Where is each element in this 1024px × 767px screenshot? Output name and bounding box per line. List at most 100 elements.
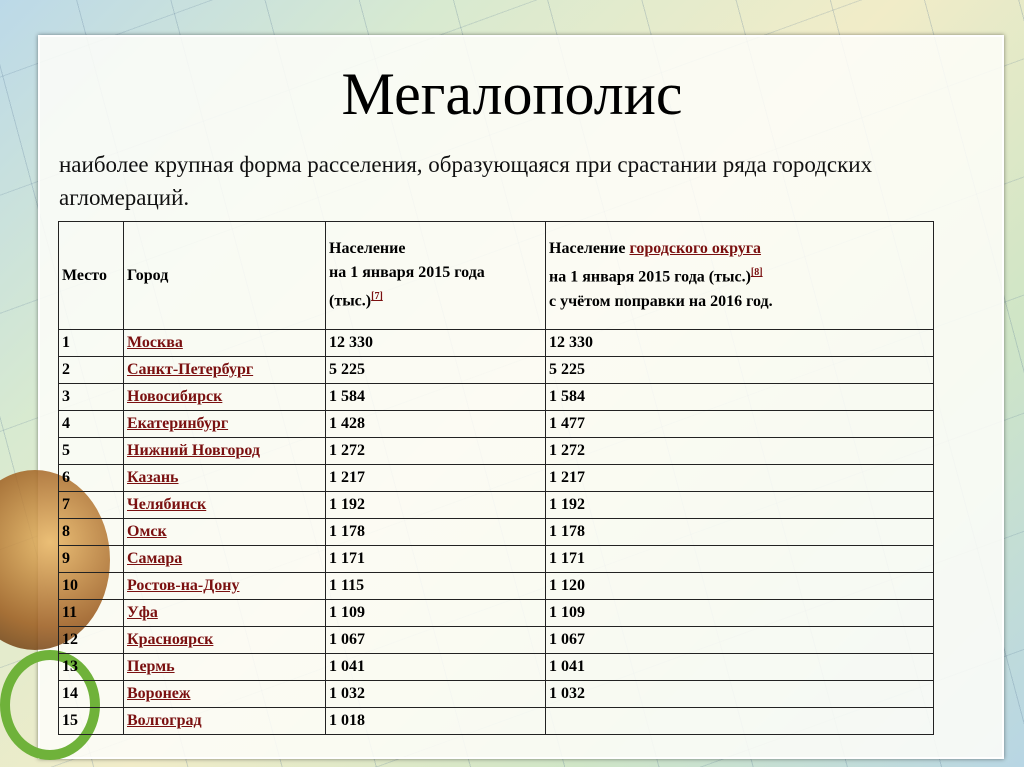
district-population-cell: 1 041 <box>545 653 934 681</box>
header-text: на 1 января 2015 года <box>329 264 485 282</box>
city-cell: Санкт-Петербург <box>123 356 326 384</box>
place-cell: 10 <box>58 572 124 600</box>
place-cell: 13 <box>58 653 124 681</box>
place-cell: 4 <box>58 410 124 438</box>
place-cell: 2 <box>58 356 124 384</box>
city-link[interactable]: Москва <box>127 334 183 351</box>
reference-link[interactable]: [8] <box>750 267 763 279</box>
population-cell: 1 192 <box>325 491 546 519</box>
population-cell: 12 330 <box>325 329 546 357</box>
slide-subtitle: наиболее крупная форма расселения, образ… <box>59 152 873 210</box>
population-cell: 1 067 <box>325 626 546 654</box>
district-population-cell: 1 120 <box>545 572 934 600</box>
city-link[interactable]: Омск <box>127 523 167 540</box>
table-row: 14 Воронеж 1 032 1 032 <box>58 680 934 708</box>
header-population-2015: Население на 1 января 2015 года (тыс.)[7… <box>325 221 546 330</box>
population-cell: 5 225 <box>325 356 546 384</box>
district-population-cell: 5 225 <box>545 356 934 384</box>
city-link[interactable]: Красноярск <box>127 631 214 648</box>
place-cell: 6 <box>58 464 124 492</box>
reference-link[interactable]: [7] <box>371 291 383 303</box>
city-cell: Челябинск <box>123 491 326 519</box>
population-cell: 1 178 <box>325 518 546 546</box>
table-row: 1 Москва 12 330 12 330 <box>58 329 934 357</box>
table-row: 11 Уфа 1 109 1 109 <box>58 599 934 627</box>
population-cell: 1 272 <box>325 437 546 465</box>
population-cell: 1 018 <box>325 707 546 735</box>
table-row: 5 Нижний Новгород 1 272 1 272 <box>58 437 934 465</box>
table-row: 13 Пермь 1 041 1 041 <box>58 653 934 681</box>
header-city: Город <box>123 221 326 330</box>
population-cell: 1 584 <box>325 383 546 411</box>
city-cell: Москва <box>123 329 326 357</box>
district-population-cell: 1 109 <box>545 599 934 627</box>
population-cell: 1 217 <box>325 464 546 492</box>
place-cell: 5 <box>58 437 124 465</box>
city-link[interactable]: Уфа <box>127 604 158 621</box>
table-row: 8 Омск 1 178 1 178 <box>58 518 934 546</box>
district-population-cell: 1 032 <box>545 680 934 708</box>
city-cell: Волгоград <box>123 707 326 735</box>
population-cell: 1 115 <box>325 572 546 600</box>
district-link[interactable]: городского округа <box>629 240 762 258</box>
district-population-cell: 12 330 <box>545 329 934 357</box>
district-population-cell: 1 178 <box>545 518 934 546</box>
slide-title: Мегалополис <box>341 61 683 127</box>
city-cell: Омск <box>123 518 326 546</box>
header-text: Население <box>329 240 406 258</box>
table-row: 10 Ростов-на-Дону 1 115 1 120 <box>58 572 934 600</box>
table-row: 4 Екатеринбург 1 428 1 477 <box>58 410 934 438</box>
district-population-cell: 1 477 <box>545 410 934 438</box>
district-population-cell: 1 067 <box>545 626 934 654</box>
population-cell: 1 109 <box>325 599 546 627</box>
city-cell: Ростов-на-Дону <box>123 572 326 600</box>
district-population-cell: 1 584 <box>545 383 934 411</box>
place-cell: 8 <box>58 518 124 546</box>
header-text: Население <box>549 240 630 258</box>
city-link[interactable]: Екатеринбург <box>127 415 229 432</box>
district-population-cell <box>545 707 934 735</box>
city-link[interactable]: Казань <box>127 469 179 486</box>
place-cell: 14 <box>58 680 124 708</box>
city-link[interactable]: Нижний Новгород <box>127 442 261 459</box>
place-cell: 11 <box>58 599 124 627</box>
population-cell: 1 428 <box>325 410 546 438</box>
table-row: 12 Красноярск 1 067 1 067 <box>58 626 934 654</box>
header-place: Место <box>58 221 124 330</box>
header-district-population: Население городского округа на 1 января … <box>545 221 934 330</box>
city-link[interactable]: Воронеж <box>127 685 191 702</box>
population-cell: 1 032 <box>325 680 546 708</box>
table-row: 2 Санкт-Петербург 5 225 5 225 <box>58 356 934 384</box>
district-population-cell: 1 217 <box>545 464 934 492</box>
place-cell: 7 <box>58 491 124 519</box>
table-header-row: Место Город Население на 1 января 2015 г… <box>58 221 934 330</box>
header-text: с учётом поправки на 2016 год. <box>549 292 773 310</box>
table-row: 6 Казань 1 217 1 217 <box>58 464 934 492</box>
city-cell: Казань <box>123 464 326 492</box>
place-cell: 12 <box>58 626 124 654</box>
city-cell: Воронеж <box>123 680 326 708</box>
district-population-cell: 1 171 <box>545 545 934 573</box>
district-population-cell: 1 192 <box>545 491 934 519</box>
city-cell: Екатеринбург <box>123 410 326 438</box>
city-link[interactable]: Волгоград <box>127 712 202 729</box>
city-cell: Красноярск <box>123 626 326 654</box>
city-link[interactable]: Ростов-на-Дону <box>127 577 240 594</box>
population-cell: 1 171 <box>325 545 546 573</box>
header-text: (тыс.) <box>329 292 372 310</box>
table-row: 7 Челябинск 1 192 1 192 <box>58 491 934 519</box>
table-row: 9 Самара 1 171 1 171 <box>58 545 934 573</box>
place-cell: 15 <box>58 707 124 735</box>
city-link[interactable]: Пермь <box>127 658 175 675</box>
table-row: 15 Волгоград 1 018 <box>58 707 934 735</box>
city-link[interactable]: Самара <box>127 550 183 567</box>
city-cell: Новосибирск <box>123 383 326 411</box>
city-link[interactable]: Санкт-Петербург <box>127 361 254 378</box>
population-cell: 1 041 <box>325 653 546 681</box>
header-text: на 1 января 2015 года (тыс.) <box>549 268 751 286</box>
city-cell: Пермь <box>123 653 326 681</box>
city-cell: Нижний Новгород <box>123 437 326 465</box>
city-link[interactable]: Челябинск <box>127 496 207 513</box>
place-cell: 1 <box>58 329 124 357</box>
city-link[interactable]: Новосибирск <box>127 388 223 405</box>
